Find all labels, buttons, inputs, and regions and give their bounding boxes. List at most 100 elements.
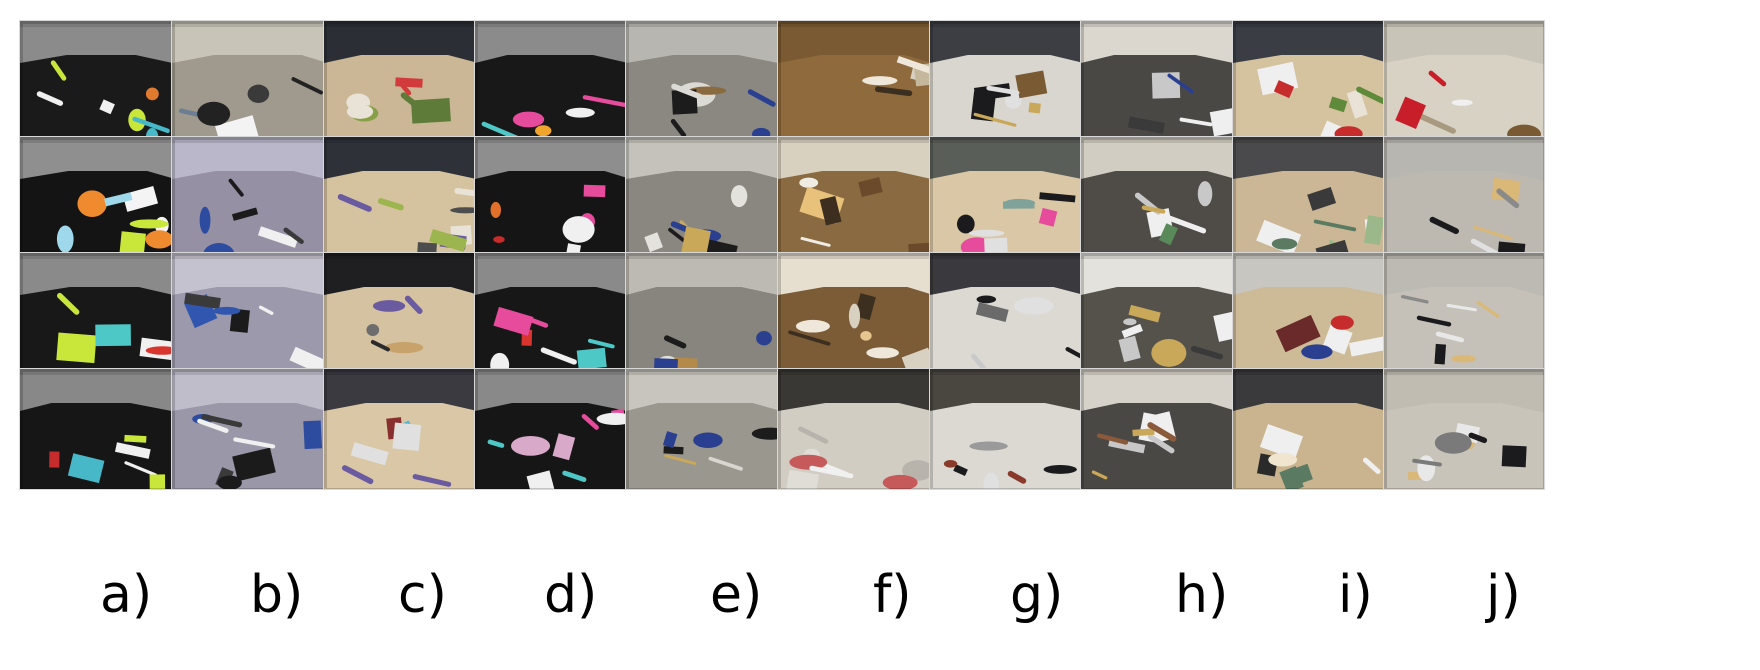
photo-object [526,470,555,489]
photo-object [1005,92,1022,109]
photo-object [1476,300,1500,318]
photo-object [975,302,1009,322]
fridge-view-2 [777,136,939,258]
column-label: i) [1338,565,1373,625]
desk-box-view-2 [323,136,485,258]
photo-object [693,432,723,448]
fridge-view-4 [777,368,939,490]
office-cubicle-view-3 [1383,368,1545,490]
photo-object [540,347,577,365]
photo-object [896,55,932,74]
photo-object [1007,470,1027,484]
photo-object [366,324,380,337]
booth-toys-b-view-3 [474,252,636,374]
photo-object [346,104,374,119]
photo-object [77,190,107,218]
photo-object [1190,345,1224,360]
bicycle-view-4 [171,368,333,490]
photo-object [481,121,519,141]
laptop-view-1 [929,20,1091,142]
photo-object [283,227,304,244]
photo-object [1279,465,1304,489]
bicycle-view-3 [171,252,333,374]
photo-object [417,242,437,256]
photo-object [705,239,738,257]
photo-object [410,98,451,124]
photo-object [232,447,276,482]
photo-object [799,177,819,188]
photo-object [901,347,938,373]
photo-object [747,89,776,107]
photo-object [668,227,686,243]
photo-object [1128,304,1161,323]
photo-object [576,347,607,370]
photo-object [115,442,151,459]
photo-object [795,319,830,333]
booth-toys-b-view-1 [474,20,636,142]
column-label: e) [710,565,763,625]
photo-object [1091,470,1108,480]
photo-object [490,352,510,373]
photo-object [858,177,883,198]
photo-object [124,461,157,477]
column-label: b) [250,565,304,625]
photo-object [124,434,147,443]
fridge-view-3 [777,252,939,374]
photo-object [1328,96,1348,113]
photo-object [487,439,505,448]
photo-object [233,437,276,449]
photo-object [228,178,244,197]
photo-object [1362,457,1381,474]
photo-object [789,454,828,470]
photo-object [1434,432,1472,454]
photo-object [303,420,323,450]
photo-object [1412,458,1442,467]
photo-object [1434,343,1447,365]
photo-object [874,86,913,97]
photo-object [848,303,861,329]
photo-object [1307,186,1337,211]
photo-object [493,306,534,336]
photo-object [1179,117,1213,127]
photo-object [1468,432,1488,444]
photo-object [341,465,374,485]
photo-object [104,192,133,207]
photo-object [1313,219,1357,232]
photo-object [145,87,159,101]
column-label: f) [873,565,912,625]
photo-object [1446,303,1477,312]
photo-object [973,112,1017,127]
photo-object [1491,177,1521,203]
photo-object [129,219,169,229]
photo-object [1197,181,1213,207]
office-cubicle-view-2 [1383,252,1545,374]
photo-object [429,228,468,252]
photo-object [1015,70,1048,99]
photo-object [983,472,999,489]
photo-object [1209,105,1241,137]
photo-object [663,335,687,349]
photo-object [798,426,829,444]
photo-object [956,214,975,234]
photo-object [663,446,684,455]
photo-object [412,474,452,487]
column-label: d) [544,565,598,625]
bicycle-view-1 [171,20,333,142]
photo-object [582,95,627,108]
photo-object [1141,205,1166,214]
photo-object [562,470,587,483]
photo-object [968,229,1005,237]
photo-object [99,99,115,115]
photo-object [1322,324,1353,355]
photo-object [197,418,229,433]
photo-object [1330,315,1354,330]
photo-object [581,413,599,430]
photo-object [1121,323,1143,339]
photo-object [800,236,831,247]
photo-object [1268,452,1298,467]
photo-object [1147,434,1175,454]
photo-object [587,338,615,349]
photo-object [1451,355,1476,363]
photo-object [596,412,634,426]
photo-object [882,474,918,489]
